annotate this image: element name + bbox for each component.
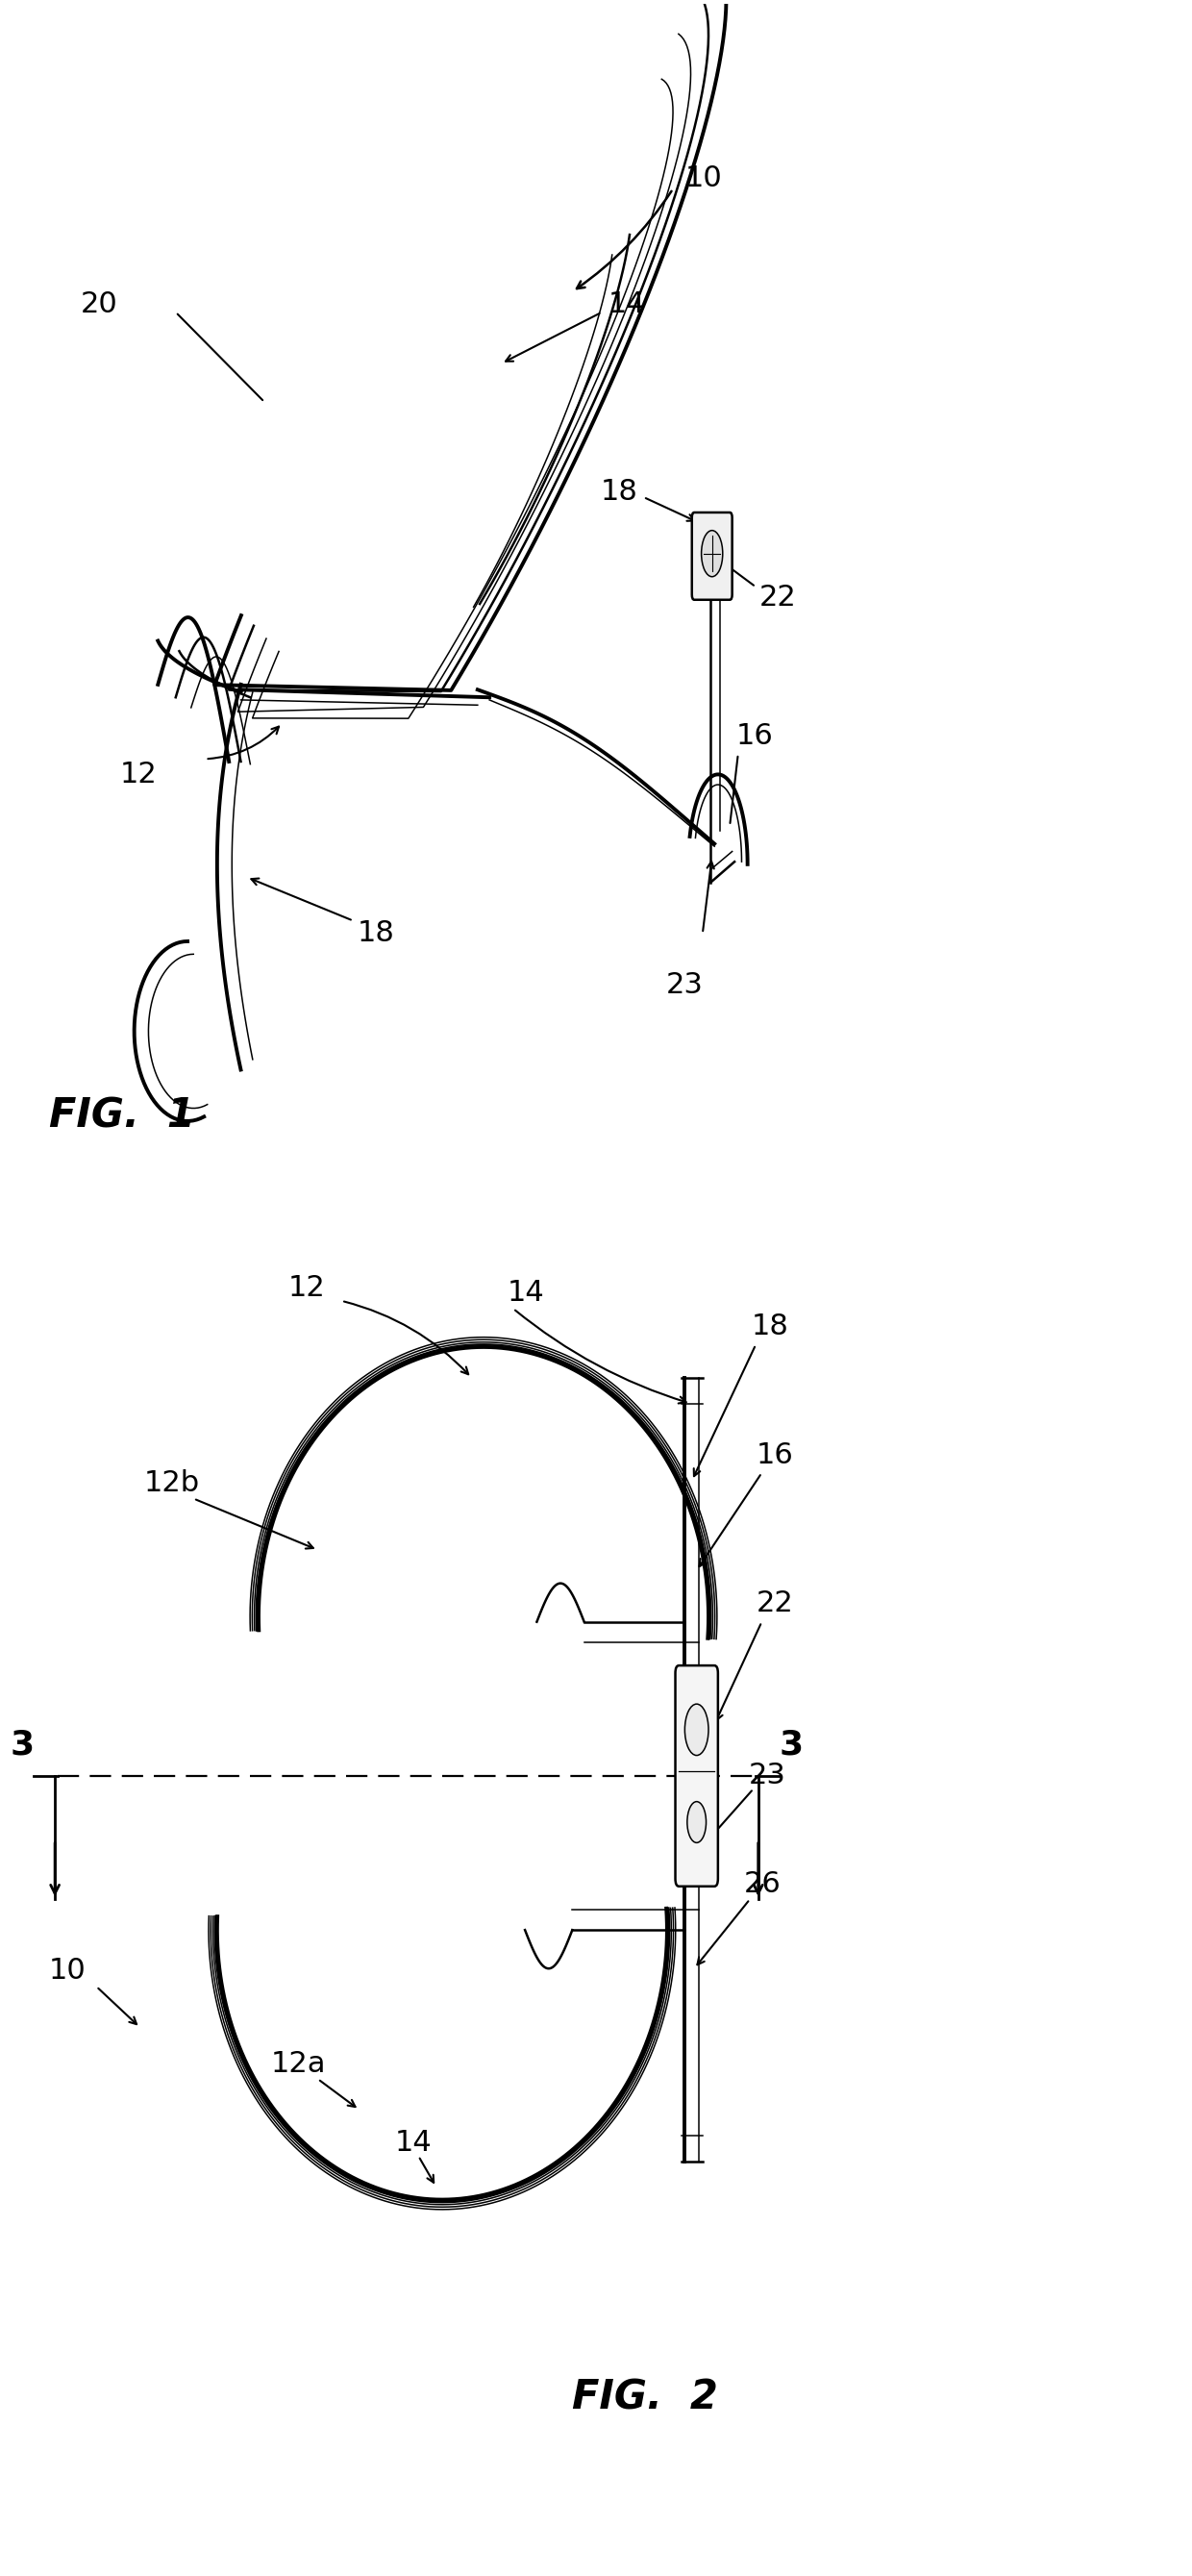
Text: 10: 10 xyxy=(684,165,722,193)
Text: 14: 14 xyxy=(395,2130,432,2156)
Text: FIG.  1: FIG. 1 xyxy=(49,1095,195,1136)
Text: 23: 23 xyxy=(749,1762,786,1790)
Text: 12b: 12b xyxy=(144,1468,199,1497)
Text: 26: 26 xyxy=(744,1870,781,1899)
Text: 20: 20 xyxy=(81,291,118,319)
Text: 22: 22 xyxy=(759,582,796,611)
Circle shape xyxy=(701,531,722,577)
Text: 18: 18 xyxy=(751,1314,788,1340)
Circle shape xyxy=(684,1703,708,1754)
Circle shape xyxy=(687,1801,706,1842)
Text: 12: 12 xyxy=(120,760,157,788)
Text: 16: 16 xyxy=(756,1440,793,1468)
Text: 16: 16 xyxy=(735,721,772,750)
Text: 10: 10 xyxy=(49,1958,86,1986)
Text: 14: 14 xyxy=(608,291,645,319)
Text: 18: 18 xyxy=(601,479,638,505)
Text: 12: 12 xyxy=(288,1275,325,1301)
Text: 23: 23 xyxy=(666,971,703,999)
Text: 12a: 12a xyxy=(271,2050,325,2076)
Text: 18: 18 xyxy=(356,920,395,948)
Text: 3: 3 xyxy=(10,1728,33,1762)
Text: 22: 22 xyxy=(756,1589,793,1618)
FancyBboxPatch shape xyxy=(691,513,732,600)
Text: 3: 3 xyxy=(780,1728,803,1762)
Text: FIG.  2: FIG. 2 xyxy=(572,2378,719,2416)
Text: 14: 14 xyxy=(508,1280,545,1306)
FancyBboxPatch shape xyxy=(676,1667,718,1886)
